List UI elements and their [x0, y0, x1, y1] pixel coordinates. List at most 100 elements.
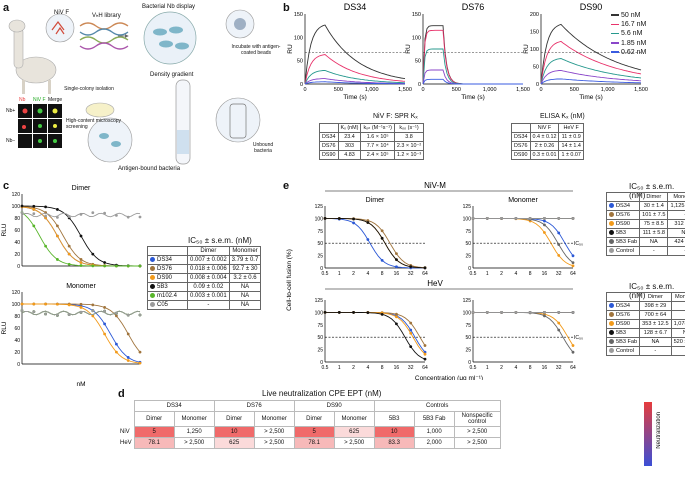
x-axis-label: Time (s)	[343, 94, 367, 101]
x-tick-label: 1	[486, 271, 489, 277]
e-point	[471, 217, 475, 220]
y-axis-label: RU	[287, 44, 294, 54]
d-heat-cell: 1,250	[173, 426, 215, 438]
c-point	[138, 215, 142, 219]
c-point	[67, 303, 71, 307]
y-tick-label: 120	[12, 192, 21, 198]
legend-item-1: 1.85 nM	[611, 39, 646, 48]
ic50-label: IC₅₀	[574, 335, 583, 341]
table-row: DS34 0.4 ± 0.12 11 ± 0.9	[511, 132, 584, 142]
y-tick-label: 125	[463, 298, 472, 304]
c-point	[79, 310, 83, 314]
x-tick-label: 0.5	[470, 271, 477, 277]
c-point	[20, 204, 24, 208]
table-row: Control--	[605, 346, 685, 356]
panel-label-e: e	[283, 180, 290, 192]
y-tick-label: 100	[315, 216, 324, 222]
c-point	[126, 359, 130, 362]
e-point	[423, 352, 427, 356]
e-point	[409, 321, 413, 325]
e-point	[337, 311, 341, 314]
label-density: Density gradient	[150, 72, 194, 78]
c-point	[56, 313, 59, 317]
y-tick-label: 60	[14, 326, 20, 332]
elisa-table: NiV F HeV F DS34 0.4 ± 0.12 11 ± 0.9 DS76 2 …	[511, 123, 584, 160]
d-heat-cell: > 2,500	[253, 426, 295, 438]
y-tick-label: 0	[17, 362, 20, 368]
c-point	[67, 252, 71, 256]
d-heat-cell: 78.1	[293, 437, 335, 449]
e-point	[543, 314, 546, 318]
d-heat-cell: 2,000	[413, 437, 455, 449]
neutralization-colorbar	[644, 402, 652, 466]
x-tick-label: 1,500	[634, 87, 648, 93]
c-point	[20, 309, 24, 312]
spr-curve-1.85 nM	[422, 69, 523, 85]
legend-item-0: 0.62 nM	[611, 48, 646, 57]
c-point	[115, 213, 118, 217]
label-bound: Antigen-bound bacteria	[118, 166, 181, 172]
c-point	[115, 311, 118, 315]
c-point	[115, 314, 118, 318]
d-group: DS34	[133, 400, 215, 412]
table-row: DS34 23.4 1.6 × 10⁵ 3.8	[319, 132, 425, 142]
c-point	[32, 204, 36, 208]
c-point	[67, 244, 71, 248]
c-point	[138, 313, 142, 317]
x-tick-label: 1	[486, 365, 489, 371]
y-tick-label: 100	[294, 35, 303, 41]
dna-library-icon	[79, 22, 129, 50]
spr-curve-50 nM	[304, 24, 406, 85]
label-display: Bacterial Nb display	[142, 4, 196, 10]
table-row: DS90 0.3 ± 0.01 1 ± 0.07	[511, 150, 584, 160]
spr-curve-1.85 nM	[304, 78, 405, 85]
elisa-table-title: ELISA Kₓ (nM)	[540, 113, 585, 120]
d-subheader: Nonspecific control	[453, 411, 501, 427]
x-tick-label: 16	[542, 271, 548, 277]
e-point	[323, 217, 327, 220]
mic-nb: Nb	[19, 97, 26, 103]
e-point	[485, 311, 489, 314]
e-curve	[473, 217, 574, 257]
x-tick-label: 64	[570, 365, 576, 371]
x-tick-label: 0.5	[322, 365, 329, 371]
x-tick-label: 64	[570, 271, 576, 277]
c-point	[56, 258, 59, 261]
spr-title: DS90	[580, 2, 603, 12]
c-point	[44, 205, 47, 209]
c-point	[44, 214, 47, 218]
x-tick-label: 64	[422, 365, 428, 371]
c-point	[79, 261, 83, 264]
table-row: m102.4 0.003 ± 0.001 NA	[147, 291, 262, 302]
c-point	[20, 211, 24, 214]
e-point	[543, 223, 546, 227]
y-tick-label: 100	[463, 310, 472, 316]
c-point	[91, 314, 95, 318]
e-plot-title: Monomer	[508, 197, 538, 204]
e-point	[352, 217, 355, 221]
e-point	[352, 221, 355, 225]
y-tick-label: 25	[465, 348, 471, 354]
x-tick-label: 32	[408, 271, 414, 277]
label-screening: High-content microscopy screening	[66, 118, 122, 130]
c-point	[56, 234, 59, 238]
y-tick-label: 150	[412, 12, 421, 18]
y-tick-label: 100	[12, 302, 21, 308]
y-tick-label: 0	[300, 82, 303, 88]
x-tick-label: 1	[338, 365, 341, 371]
e-plot-0: Dimer 0 25 50 75 100 125 0.5 1 2 4 8 16 32 64	[315, 197, 428, 277]
y-tick-label: 50	[533, 65, 539, 71]
c-curve	[21, 212, 140, 267]
x-tick-label: 8	[529, 271, 532, 277]
x-tick-label: 500	[570, 87, 579, 93]
e-niv-title: NiV-M	[424, 181, 446, 190]
y-tick-label: 100	[463, 216, 472, 222]
c-point	[103, 306, 106, 309]
e-point	[409, 265, 413, 269]
y-tick-label: 100	[530, 47, 539, 53]
x-tick-label: 16	[542, 365, 548, 371]
d-group: DS90	[293, 400, 375, 412]
